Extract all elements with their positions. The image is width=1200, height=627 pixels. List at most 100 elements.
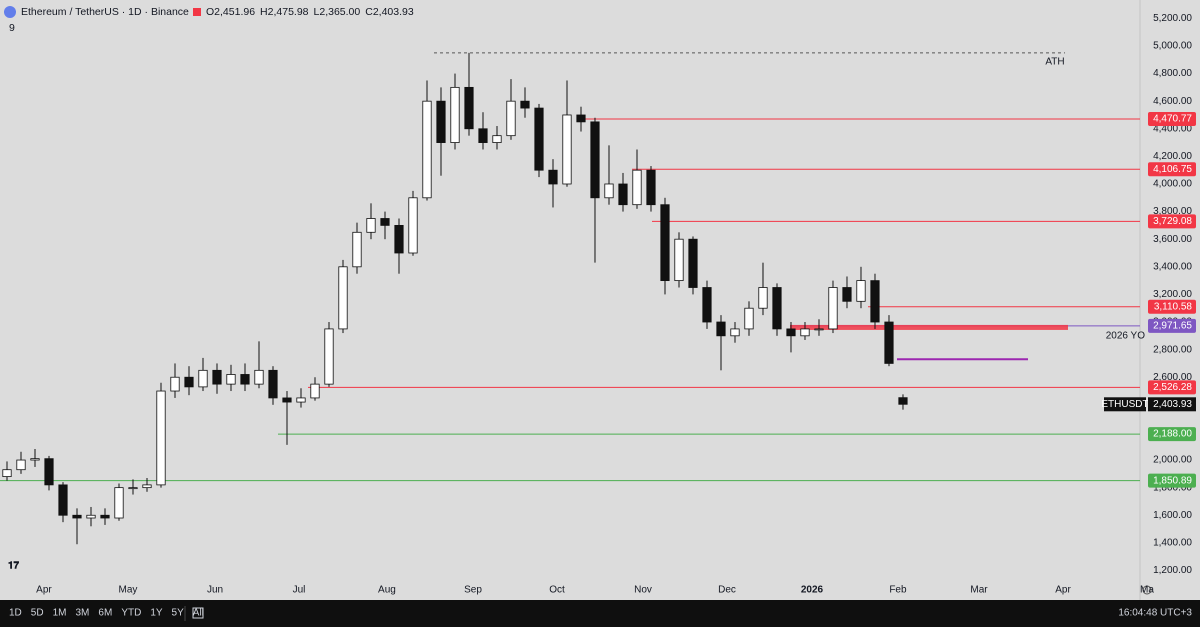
background: [0, 0, 1200, 600]
candle-body: [464, 86, 474, 130]
candle-body: [128, 487, 138, 490]
calendar-icon[interactable]: [192, 607, 204, 619]
level-box: [1148, 112, 1196, 127]
ohlc-key: C: [365, 6, 373, 18]
level-label: 4,106.75: [1153, 164, 1192, 175]
candle-body: [366, 218, 376, 233]
last-name-box: [1104, 397, 1146, 412]
candle-body: [142, 484, 152, 489]
ohlc-key: O: [206, 6, 214, 18]
range-button[interactable]: 1M: [53, 608, 67, 619]
range-button[interactable]: 1D: [9, 608, 22, 619]
settings-icon[interactable]: [1142, 585, 1152, 595]
candle-body: [380, 218, 390, 226]
y-tick-label: 4,000.00: [1153, 179, 1192, 190]
y-tick-label: 2,600.00: [1153, 372, 1192, 383]
candle-body: [324, 328, 334, 385]
y-tick-label: 3,800.00: [1153, 206, 1192, 217]
candle-body: [562, 114, 572, 185]
exchange-icon: [193, 8, 201, 16]
x-tick-label: Jul: [293, 585, 306, 596]
candle-body: [408, 197, 418, 254]
candle-body: [44, 458, 54, 486]
candle-body: [800, 328, 810, 337]
candle-body: [114, 487, 124, 519]
level-band: [790, 324, 1068, 330]
level-label: 2,526.28: [1153, 382, 1192, 393]
candle-body: [100, 514, 110, 519]
candle-body: [296, 397, 306, 403]
level-label: 2,971.65: [1153, 321, 1192, 332]
candle-body: [506, 100, 516, 137]
range-button[interactable]: 5Y: [172, 608, 185, 619]
y-tick-label: 5,200.00: [1153, 13, 1192, 24]
x-tick-label: Jun: [207, 585, 223, 596]
last-name: ETHUSDT: [1101, 399, 1148, 410]
level-label: 3,729.08: [1153, 216, 1192, 227]
x-tick-label: May: [119, 585, 138, 596]
candle-body: [758, 287, 768, 309]
x-tick-label: Nov: [634, 585, 652, 596]
x-tick-label: Apr: [1055, 585, 1071, 596]
candle-body: [744, 307, 754, 330]
sub: 9: [9, 22, 15, 34]
range-button[interactable]: 5D: [31, 608, 44, 619]
level-box: [1148, 380, 1196, 395]
candle-body: [730, 328, 740, 337]
candle-body: [226, 374, 236, 385]
x-tick-label: 2026: [801, 585, 824, 596]
ath-label: ATH: [1045, 57, 1064, 68]
toolbar: [0, 600, 1200, 627]
candle-body: [212, 369, 222, 385]
level-box: [1148, 318, 1196, 333]
candle-body: [884, 321, 894, 364]
y-tick-label: 1,200.00: [1153, 565, 1192, 576]
candle-body: [520, 100, 530, 109]
candle-body: [646, 169, 656, 206]
y-tick-label: 5,000.00: [1153, 41, 1192, 52]
candle-body: [856, 280, 866, 302]
candle-body: [478, 128, 488, 143]
x-tick-label: Dec: [718, 585, 736, 596]
candle-body: [170, 376, 180, 392]
level-box: [1148, 299, 1196, 314]
range-button[interactable]: YTD: [121, 608, 141, 619]
candle-body: [828, 287, 838, 330]
y-tick-label: 4,200.00: [1153, 151, 1192, 162]
last-box: [1148, 397, 1196, 412]
x-tick-label: Apr: [36, 585, 52, 596]
level-box: [1148, 214, 1196, 229]
y-tick-label: 3,200.00: [1153, 289, 1192, 300]
candle-body: [16, 459, 26, 471]
candle-body: [772, 287, 782, 330]
candle-body: [548, 169, 558, 185]
logo: [4, 6, 16, 18]
candle-body: [590, 121, 600, 199]
candle-body: [870, 280, 880, 323]
candle-body: [618, 183, 628, 206]
range-button[interactable]: 3M: [76, 608, 90, 619]
level-name: 2026 YO: [1106, 331, 1146, 342]
x-tick-label: Sep: [464, 585, 482, 596]
ohlc-value: 2,365.00: [319, 6, 360, 18]
level-box: [1148, 473, 1196, 488]
y-tick-label: 4,400.00: [1153, 123, 1192, 134]
y-tick-label: 2,800.00: [1153, 344, 1192, 355]
candle-body: [660, 204, 670, 282]
range-button[interactable]: All: [193, 608, 204, 619]
x-tick-label: Ma: [1140, 585, 1154, 596]
candle-body: [310, 383, 320, 399]
x-tick-label: Feb: [889, 585, 907, 596]
candle-body: [338, 266, 348, 330]
candle-body: [688, 238, 698, 288]
candle-body: [72, 514, 82, 519]
range-button[interactable]: 6M: [98, 608, 112, 619]
candle-body: [604, 183, 614, 199]
y-tick-label: 1,600.00: [1153, 510, 1192, 521]
candle-body: [702, 287, 712, 323]
range-button[interactable]: 1Y: [150, 608, 163, 619]
y-tick-label: 1,400.00: [1153, 537, 1192, 548]
level-box: [1148, 162, 1196, 177]
